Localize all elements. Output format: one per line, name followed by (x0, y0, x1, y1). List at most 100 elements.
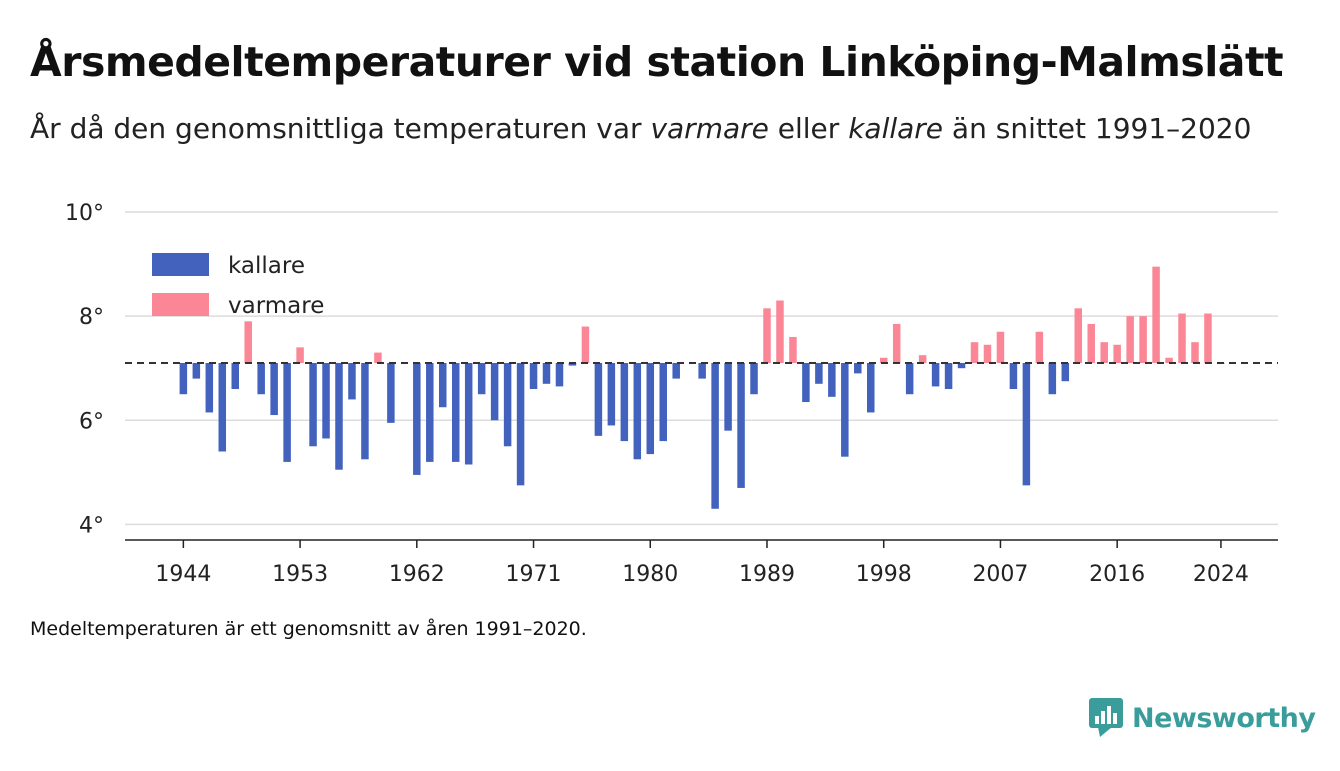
bar-2013 (1074, 308, 1083, 363)
bar-2022 (1191, 342, 1199, 363)
brand-name: Newsworthy (1132, 702, 1316, 734)
bar-1957 (348, 362, 356, 400)
bar-1984 (698, 362, 706, 379)
bar-1977 (607, 362, 616, 426)
bar-2019 (1152, 266, 1160, 363)
bar-1967 (477, 362, 486, 395)
bar-2018 (1139, 316, 1147, 363)
bar-1975 (581, 326, 590, 363)
bar-1958 (361, 362, 369, 460)
bar-chart: 10° 8° 6° 4° 1944 1953 1962 1971 1980 1989 1998 20… (65, 201, 1278, 587)
bar-1946 (205, 362, 214, 413)
bar-1950 (257, 362, 265, 395)
y-axis-ticks: 10° 8° 6° 4° (65, 201, 104, 538)
bar-2020 (1165, 357, 1173, 363)
bar-1980 (646, 362, 655, 455)
bar-2021 (1178, 313, 1186, 363)
chart-subtitle: År då den genomsnittliga temperaturen va… (30, 108, 1270, 150)
bar-1993 (815, 362, 823, 384)
bar-1979 (633, 362, 642, 460)
bar-1955 (322, 362, 330, 439)
bar-1974 (568, 362, 577, 366)
bar-1963 (426, 362, 434, 462)
legend-label-kallare: kallare (228, 253, 305, 279)
bar-1971 (529, 362, 538, 390)
bar-2014 (1087, 323, 1095, 363)
bar-1970 (516, 362, 525, 486)
bar-1976 (594, 362, 603, 436)
bar-2023 (1204, 313, 1212, 363)
legend-label-varmare: varmare (228, 293, 324, 319)
x-tick-label: 1962 (389, 562, 445, 587)
y-tick-label: 10° (65, 201, 104, 226)
bar-1949 (244, 321, 252, 363)
bar-1966 (464, 362, 473, 465)
bar-1947 (218, 362, 227, 452)
bar-1944 (179, 362, 188, 395)
bar-1973 (555, 362, 564, 387)
grid-lines (125, 211, 1278, 526)
bar-1992 (802, 362, 810, 403)
x-tick-label: 1998 (856, 562, 912, 587)
subtitle-emphasis-warmer: varmare (650, 112, 769, 145)
bar-1969 (503, 362, 512, 447)
x-axis-ticks: 1944 1953 1962 1971 1980 1989 1998 2007 2016 2024 (155, 540, 1249, 587)
bar-2001 (918, 355, 927, 363)
bar-1995 (841, 362, 849, 457)
bar-2017 (1126, 316, 1134, 363)
bar-1978 (620, 362, 629, 442)
bar-1972 (542, 362, 551, 384)
bar-2007 (996, 331, 1005, 363)
x-tick-label: 2024 (1193, 562, 1249, 587)
bar-1954 (309, 362, 317, 447)
y-tick-label: 8° (79, 305, 104, 330)
bar-1953 (296, 347, 304, 363)
legend-swatch-kallare (152, 253, 209, 276)
bar-2003 (944, 362, 953, 390)
bar-1990 (776, 300, 784, 363)
bar-2015 (1100, 342, 1108, 363)
brand-logo: Newsworthy (1088, 697, 1316, 739)
bar-2008 (1009, 362, 1018, 390)
bar-1999 (892, 323, 901, 363)
bar-1986 (724, 362, 732, 431)
bar-1951 (270, 362, 278, 416)
y-tick-label: 4° (79, 513, 104, 538)
bar-1994 (828, 362, 836, 397)
subtitle-text-2: eller (768, 112, 849, 145)
newsworthy-logo-icon (1089, 698, 1123, 737)
bar-2009 (1022, 362, 1031, 486)
bar-1965 (451, 362, 460, 462)
bar-1945 (192, 362, 201, 379)
bar-2006 (983, 344, 992, 363)
legend-swatch-varmare (152, 293, 209, 316)
x-tick-label: 1980 (622, 562, 678, 587)
x-tick-label: 1989 (739, 562, 795, 587)
x-tick-label: 1953 (272, 562, 328, 587)
subtitle-text-3: än snittet 1991–2020 (943, 112, 1252, 145)
legend: kallare varmare (152, 253, 324, 319)
chart-title: Årsmedeltemperaturer vid station Linköpi… (30, 38, 1284, 86)
bar-2000 (905, 362, 914, 395)
bar-1960 (387, 362, 395, 423)
bar-1996 (854, 362, 862, 374)
bar-2005 (970, 342, 979, 363)
bar-1964 (439, 362, 447, 408)
bar-1991 (789, 336, 797, 363)
bar-1962 (413, 362, 421, 475)
bar-1998 (879, 357, 888, 363)
subtitle-text-1: År då den genomsnittliga temperaturen va… (30, 112, 651, 145)
subtitle-emphasis-colder: kallare (848, 112, 944, 145)
bars (179, 266, 1225, 509)
x-tick-label: 1971 (506, 562, 562, 587)
bar-1981 (659, 362, 667, 442)
bar-1997 (867, 362, 875, 413)
bar-2016 (1113, 344, 1121, 363)
footnote: Medeltemperaturen är ett genomsnitt av å… (30, 618, 587, 640)
bar-1952 (283, 362, 291, 462)
x-tick-label: 2007 (972, 562, 1028, 587)
x-tick-label: 2016 (1089, 562, 1145, 587)
bar-1982 (672, 362, 680, 379)
bar-1989 (763, 308, 771, 363)
bar-2010 (1035, 331, 1044, 363)
